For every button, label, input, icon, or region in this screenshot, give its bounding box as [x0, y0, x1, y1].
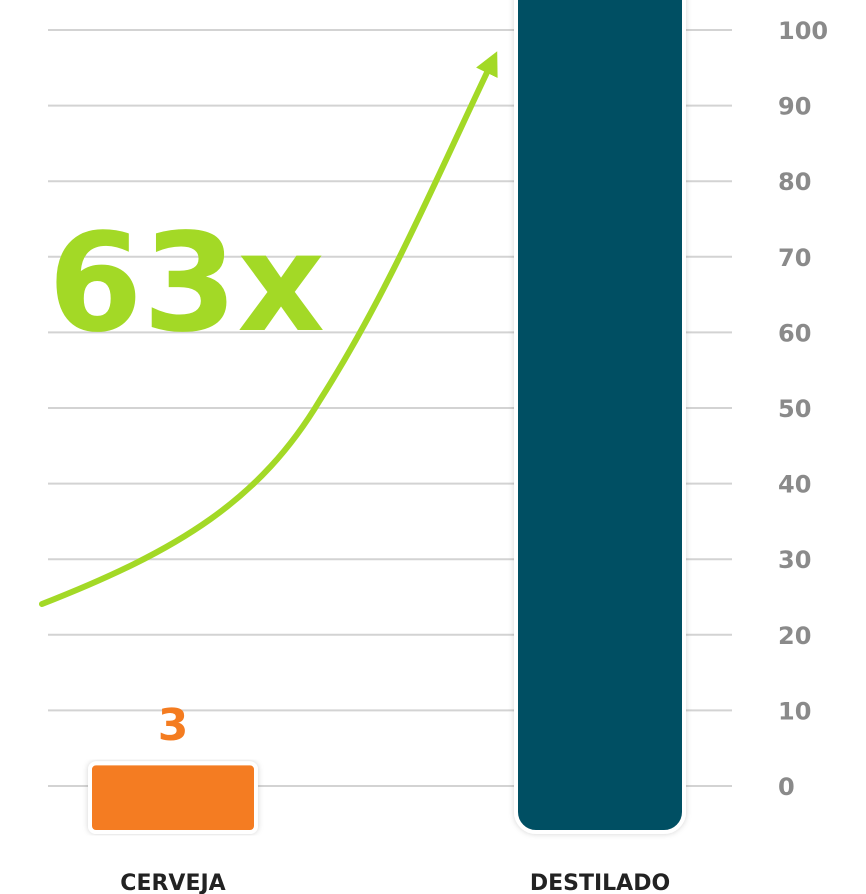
y-axis-tick-labels: 0 10 20 30 40 50 60 70 80 90 100 — [778, 17, 828, 801]
data-labels: 3 — [158, 700, 189, 751]
y-tick-label: 100 — [778, 17, 828, 45]
y-tick-label: 20 — [778, 622, 811, 650]
y-tick-label: 40 — [778, 471, 811, 499]
data-label: 3 — [158, 700, 189, 751]
category-label: DESTILADO — [530, 871, 670, 894]
bars — [88, 0, 686, 835]
growth-arrow — [39, 51, 498, 607]
y-tick-label: 90 — [778, 93, 811, 121]
y-tick-label: 60 — [778, 319, 811, 347]
multiplier-annotation: 63x — [48, 205, 325, 363]
x-axis-category-labels: CERVEJA DESTILADO — [120, 871, 670, 894]
bar-destilado — [514, 0, 686, 834]
y-tick-label: 0 — [778, 773, 795, 801]
bar-cerveja — [88, 761, 258, 835]
category-label: CERVEJA — [120, 871, 225, 894]
y-tick-label: 10 — [778, 697, 811, 725]
y-tick-label: 80 — [778, 168, 811, 196]
y-tick-label: 50 — [778, 395, 811, 423]
y-tick-label: 70 — [778, 244, 811, 272]
y-tick-label: 30 — [778, 546, 811, 574]
